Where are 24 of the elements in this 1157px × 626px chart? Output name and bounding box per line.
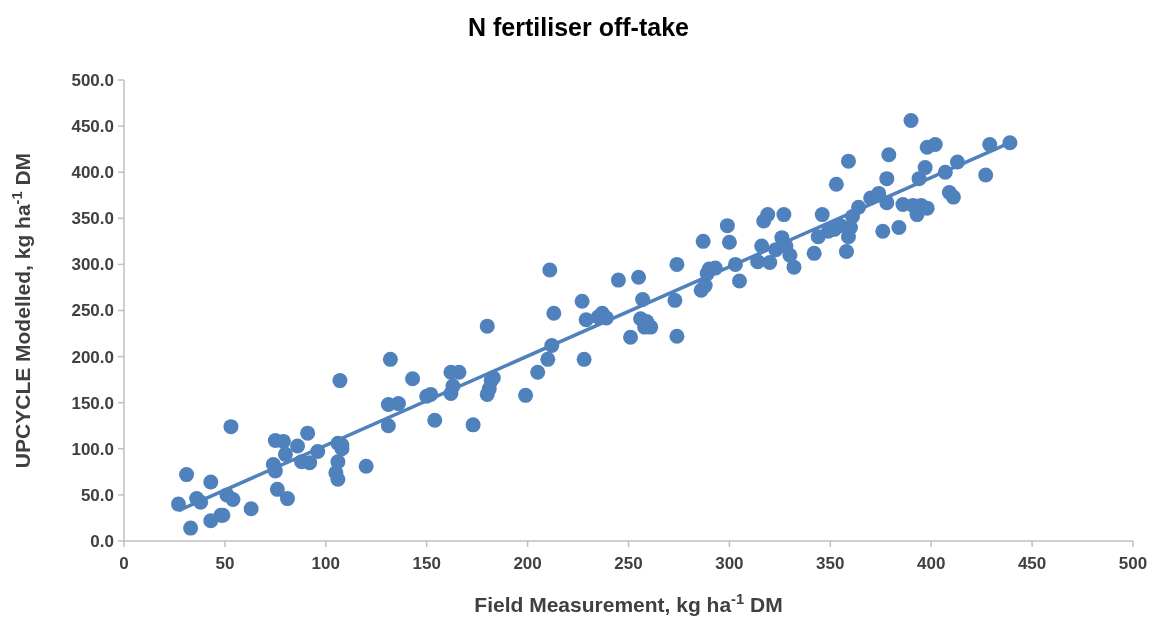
y-tick-label: 50.0	[80, 485, 114, 505]
x-tick-label: 300	[715, 554, 744, 573]
y-tick-label: 200.0	[71, 347, 114, 367]
x-tick-label: 450	[1017, 554, 1047, 573]
x-tick-label: 0	[119, 554, 129, 573]
x-tick-label: 200	[513, 554, 542, 573]
y-tick-label: 450.0	[71, 117, 114, 137]
x-tick-label: 500	[1118, 554, 1148, 573]
y-tick-label: 100.0	[71, 439, 114, 459]
y-tick-label: 500.0	[71, 70, 114, 90]
x-axis-title: Field Measurement, kg ha$^{-1}$ DM	[474, 591, 783, 616]
y-tick-label: 350.0	[71, 209, 114, 229]
x-tick-label: 150	[412, 554, 441, 573]
y-tick-label: 400.0	[71, 163, 114, 183]
x-tick-label: 50	[215, 554, 235, 573]
y-tick-label: 250.0	[71, 301, 114, 321]
x-tick-label: 250	[614, 554, 643, 573]
y-tick-label: 300.0	[71, 255, 114, 275]
x-tick-label: 100	[311, 554, 340, 573]
chart-title: N fertiliser off-take	[468, 13, 690, 41]
x-tick-label: 400	[917, 554, 946, 573]
x-tick-label: 350	[816, 554, 845, 573]
y-tick-label: 150.0	[71, 393, 114, 413]
y-tick-label: 0.0	[90, 531, 114, 551]
